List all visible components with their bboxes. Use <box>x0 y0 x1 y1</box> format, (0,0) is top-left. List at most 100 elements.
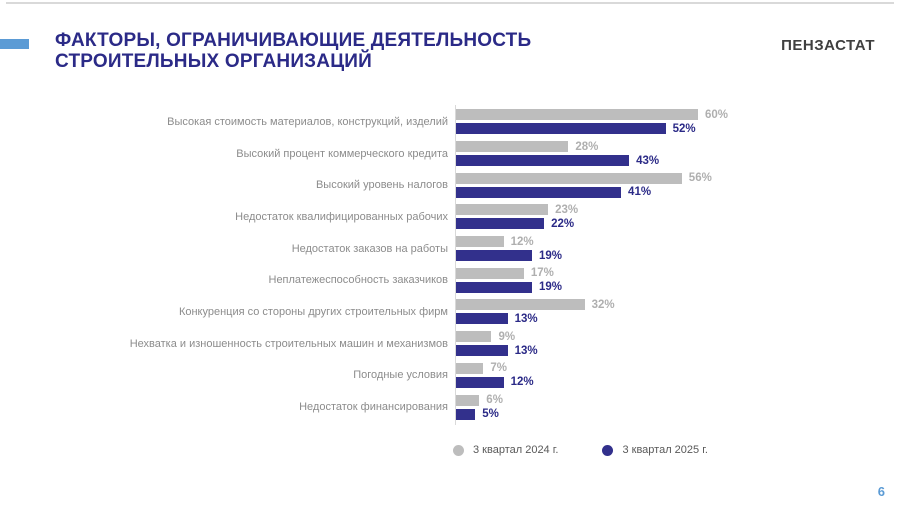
page-title-line2: СТРОИТЕЛЬНЫХ ОРГАНИЗАЦИЙ <box>55 51 372 73</box>
chart-row: Неплатежеспособность заказчиков 17% 19% <box>0 264 900 296</box>
chart-row: Недостаток заказов на работы 12% 19% <box>0 233 900 265</box>
page-title-line1: ФАКТОРЫ, ОГРАНИЧИВАЮЩИЕ ДЕЯТЕЛЬНОСТЬ <box>55 30 532 51</box>
bar-line: 19% <box>455 249 562 262</box>
bar-series-2 <box>455 281 532 293</box>
bar-line: 52% <box>455 122 728 135</box>
bar-line: 22% <box>455 217 578 230</box>
bar-pair: 60% 52% <box>455 108 729 135</box>
penzastat-logo: ПЕНЗАСТАТ <box>781 37 875 54</box>
chart-row: Высокая стоимость материалов, конструкци… <box>0 106 900 138</box>
chart-row: Конкуренция со стороны других строительн… <box>0 296 900 328</box>
bar-series-1 <box>455 299 585 311</box>
value-label: 60% <box>705 108 729 121</box>
chart-row: Нехватка и изношенность строительных маш… <box>0 328 900 360</box>
page-title: ФАКТОРЫ, ОГРАНИЧИВАЮЩИЕ ДЕЯТЕЛЬНОСТЬ СТРО… <box>55 30 531 73</box>
bar-chart: Высокая стоимость материалов, конструкци… <box>0 105 900 486</box>
bar-line: 9% <box>455 330 538 343</box>
chart-row: Недостаток квалифицированных рабочих 23% 2… <box>0 201 900 233</box>
value-label: 12% <box>510 376 534 389</box>
bar-line: 43% <box>455 154 660 167</box>
value-label: 19% <box>538 249 562 262</box>
bar-line: 12% <box>455 376 534 389</box>
value-label: 19% <box>538 281 562 294</box>
bar-line: 28% <box>455 140 659 153</box>
value-label: 22% <box>551 217 575 230</box>
value-label: 12% <box>510 235 534 248</box>
value-label: 41% <box>628 186 652 199</box>
bar-series-1 <box>455 394 480 406</box>
y-axis-line <box>455 105 456 425</box>
value-label: 7% <box>490 362 507 375</box>
category-label: Нехватка и изношенность строительных маш… <box>129 337 448 350</box>
accent-dash <box>0 39 29 49</box>
value-label: 23% <box>555 203 579 216</box>
value-label: 6% <box>486 394 503 407</box>
category-label: Недостаток заказов на работы <box>291 242 448 255</box>
bar-series-1 <box>455 204 549 216</box>
bar-series-1 <box>455 362 484 374</box>
bar-line: 17% <box>455 267 562 280</box>
bar-series-2 <box>455 155 630 167</box>
bar-line: 23% <box>455 203 579 216</box>
legend-item: 3 квартал 2024 г. <box>453 444 558 456</box>
bar-pair: 6% 5% <box>455 394 503 421</box>
bar-pair: 12% 19% <box>455 235 562 262</box>
value-label: 13% <box>514 344 538 357</box>
bar-series-2 <box>455 376 504 388</box>
bar-pair: 7% 12% <box>455 362 534 389</box>
chart-row: Высокий уровень налогов 56% 41% <box>0 169 900 201</box>
value-label: 52% <box>672 122 696 135</box>
bar-series-2 <box>455 345 508 357</box>
legend-dot-icon <box>453 444 464 456</box>
bar-series-1 <box>455 267 524 279</box>
bar-line: 56% <box>455 172 712 185</box>
value-label: 5% <box>482 408 499 421</box>
value-label: 28% <box>575 140 599 153</box>
bar-line: 7% <box>455 362 534 375</box>
category-label: Конкуренция со стороны других строительн… <box>178 305 448 318</box>
legend-label: 3 квартал 2025 г. <box>622 444 708 456</box>
bar-line: 60% <box>455 108 729 121</box>
category-label: Погодные условия <box>353 369 448 382</box>
bar-line: 6% <box>455 394 503 407</box>
value-label: 56% <box>688 172 712 185</box>
bar-pair: 32% 13% <box>455 298 615 325</box>
category-label: Высокий процент коммерческого кредита <box>236 147 448 160</box>
bar-series-1 <box>455 109 698 121</box>
legend-item: 3 квартал 2025 г. <box>602 444 708 456</box>
legend-label: 3 квартал 2024 г. <box>473 444 559 456</box>
value-label: 17% <box>530 267 554 280</box>
bar-series-2 <box>455 123 666 135</box>
chart-legend: 3 квартал 2024 г. 3 квартал 2025 г. <box>453 444 708 456</box>
bar-pair: 17% 19% <box>455 267 562 294</box>
top-border-line <box>6 2 894 4</box>
bar-series-2 <box>455 250 532 262</box>
value-label: 13% <box>514 312 538 325</box>
category-label: Недостаток финансирования <box>299 401 448 414</box>
bar-line: 5% <box>455 408 503 421</box>
page-number: 6 <box>877 484 885 499</box>
bar-pair: 9% 13% <box>455 330 538 357</box>
chart-rows: Высокая стоимость материалов, конструкци… <box>0 106 900 423</box>
chart-row: Высокий процент коммерческого кредита 28%… <box>0 138 900 170</box>
bar-line: 12% <box>455 235 562 248</box>
bar-series-1 <box>455 236 504 248</box>
bar-line: 13% <box>455 344 538 357</box>
bar-series-1 <box>455 331 492 343</box>
category-label: Неплатежеспособность заказчиков <box>268 274 449 287</box>
bar-line: 32% <box>455 298 615 311</box>
bar-series-1 <box>455 141 569 153</box>
bar-line: 19% <box>455 281 562 294</box>
category-label: Высокий уровень налогов <box>315 179 448 192</box>
chart-row: Погодные условия 7% 12% <box>0 360 900 392</box>
value-label: 43% <box>636 154 660 167</box>
bar-line: 41% <box>455 186 712 199</box>
bar-series-2 <box>455 218 545 230</box>
bar-line: 13% <box>455 312 615 325</box>
bar-pair: 28% 43% <box>455 140 660 167</box>
legend-dot-icon <box>602 444 614 456</box>
value-label: 32% <box>591 298 615 311</box>
chart-row: Недостаток финансирования 6% 5% <box>0 391 900 423</box>
value-label: 9% <box>498 330 516 343</box>
